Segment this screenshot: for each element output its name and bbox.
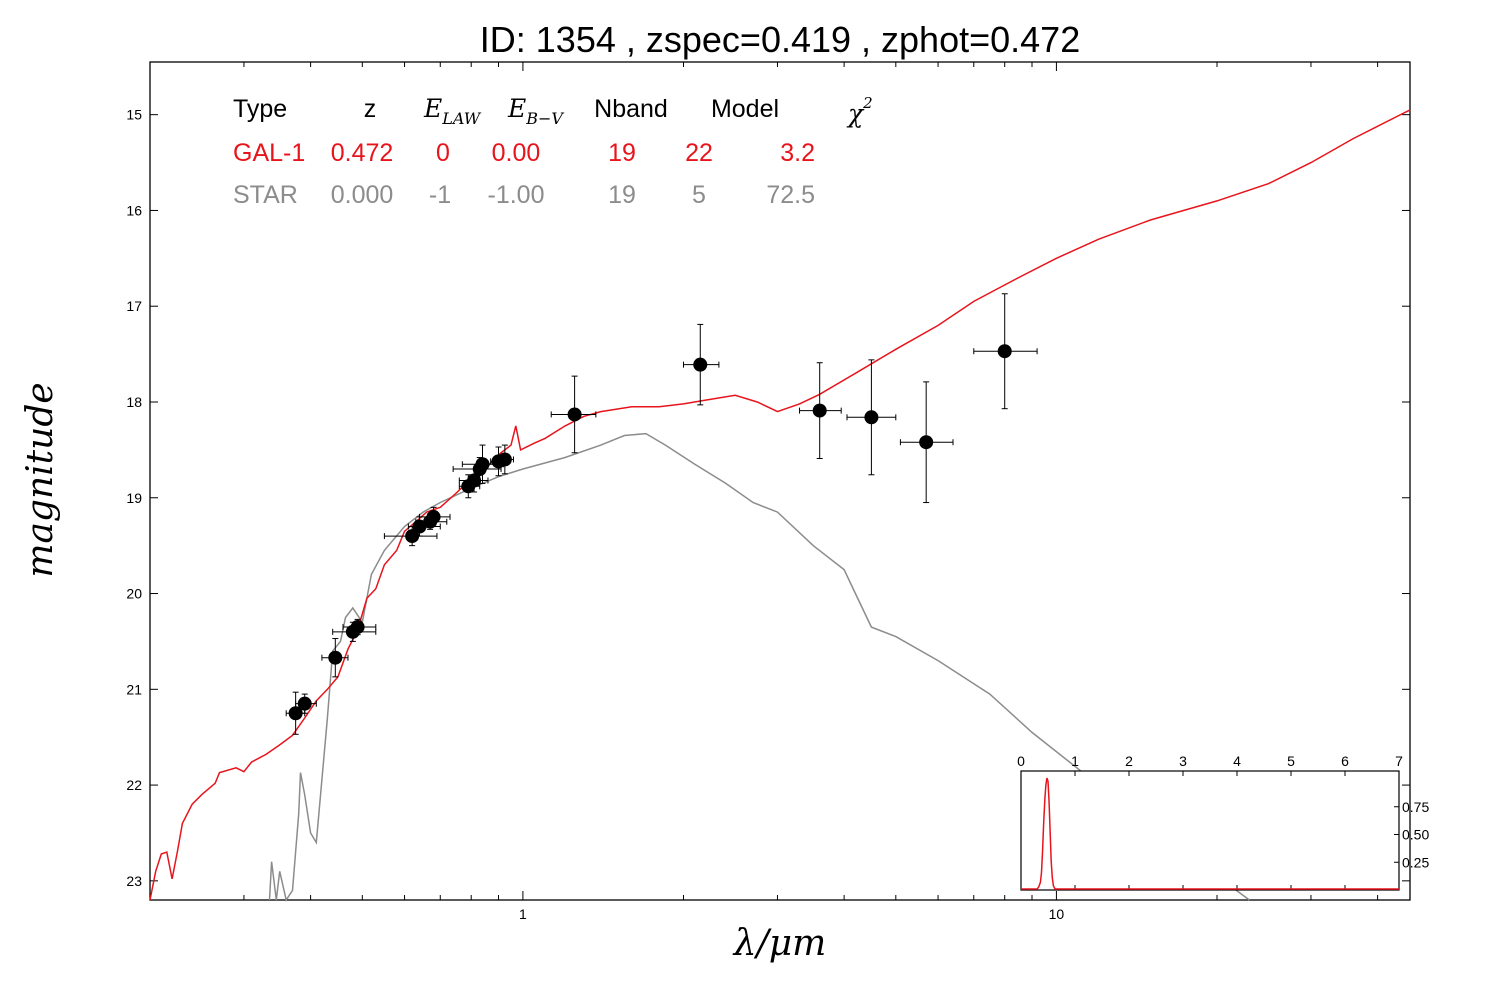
plot-frame [149,61,1411,901]
data-marker [328,650,343,665]
header-elaw-sub: LAW [441,109,482,128]
y-tick-label: 17 [126,298,142,314]
header-elaw: ELAW [423,94,482,128]
data-point [342,618,377,636]
inset-x-tick-label: 5 [1287,753,1295,769]
header-chi2: χ2 [846,94,873,128]
inset-x-tick-label: 4 [1233,753,1241,769]
cell-type: GAL-1 [233,139,305,167]
inset-x-tick-label: 0 [1017,753,1025,769]
cell-ebv: -1.00 [488,181,545,209]
cell-z: 0.000 [331,181,394,209]
y-tick-label: 15 [126,107,142,123]
cell-z: 0.472 [331,139,394,167]
table-row-star: STAR 0.000 -1 -1.00 19 5 72.5 [233,181,815,209]
cell-chi2: 72.5 [766,181,815,209]
x-axis-label: λ/μm [732,923,826,964]
data-point [461,444,505,484]
y-tick-label: 21 [126,681,142,697]
inset-y-tick-label: 0.25 [1402,854,1429,870]
star-model-line [268,432,1250,902]
data-marker [812,403,827,418]
inset-y-tick-label: 0.50 [1402,827,1429,843]
data-point [683,323,720,406]
header-ebv-sub: B−V [525,109,564,128]
inset-x-tick-label: 6 [1341,753,1349,769]
cell-nband: 19 [608,139,636,167]
header-ebv-main: E [507,94,526,123]
data-marker [475,457,490,472]
pdz-line [1021,777,1399,890]
inset-y-tick-label: 0.75 [1402,799,1429,815]
photometry-points [285,293,1038,735]
cell-type: STAR [233,181,298,209]
x-tick-label: 1 [519,906,527,922]
header-nband: Nband [594,95,668,123]
header-elaw-main: E [423,94,442,123]
data-marker [497,452,512,467]
data-marker [405,529,420,544]
data-point [285,691,306,735]
inset-x-tick-label: 1 [1071,753,1079,769]
y-tick-label: 23 [126,873,142,889]
x-tick-label: 10 [1049,906,1065,922]
data-point [419,506,451,527]
data-marker [350,620,365,635]
header-ebv: EB−V [507,94,564,128]
cell-nband: 19 [608,181,636,209]
data-point [899,381,954,504]
inset-x-axis: 0 1 2 3 4 5 6 7 [1017,753,1403,890]
y-axis-label: magnitude [20,382,61,577]
data-point [495,444,514,475]
y-tick-label: 18 [126,394,142,410]
data-point [550,375,597,454]
chart-title: ID: 1354 , zspec=0.419 , zphot=0.472 [480,19,1080,60]
fit-table: Type z ELAW EB−V Nband Model χ2 GAL-1 0.… [233,94,873,209]
header-chi-sup: 2 [862,94,873,112]
data-marker [426,509,441,524]
cell-elaw: 0 [436,139,450,167]
data-marker [693,357,708,372]
data-point [321,638,349,678]
y-tick-label: 19 [126,490,142,506]
header-model: Model [711,95,779,123]
data-marker [297,696,312,711]
inset-x-tick-label: 7 [1395,753,1403,769]
x-axis: 1 10 [149,62,1379,922]
inset-frame [1020,770,1400,891]
data-marker [919,435,934,450]
table-row-galaxy: GAL-1 0.472 0 0.00 19 22 3.2 [233,139,815,167]
data-point [799,362,842,459]
inset-y-axis: 0.25 0.50 0.75 [1394,799,1429,870]
data-point [295,693,317,714]
cell-model: 22 [685,139,713,167]
cell-model: 5 [692,181,706,209]
data-marker [864,410,879,425]
cell-ebv: 0.00 [492,139,541,167]
inset-x-tick-label: 2 [1125,753,1133,769]
data-marker [288,706,303,721]
cell-chi2: 3.2 [780,139,815,167]
header-chi-main: χ [846,99,865,128]
data-point [973,293,1038,410]
data-point [846,359,897,476]
inset-x-tick-label: 3 [1179,753,1187,769]
y-tick-label: 20 [126,586,142,602]
data-point [383,525,438,547]
cell-elaw: -1 [429,181,451,209]
y-tick-label: 22 [126,777,142,793]
header-z: z [364,95,377,123]
data-marker [567,407,582,422]
data-marker [997,344,1012,359]
header-type: Type [233,95,287,123]
pdz-inset: 0 1 2 3 4 5 6 7 0.25 0.50 0.75 [1017,753,1429,891]
data-marker [467,473,482,488]
y-tick-label: 16 [126,202,142,218]
